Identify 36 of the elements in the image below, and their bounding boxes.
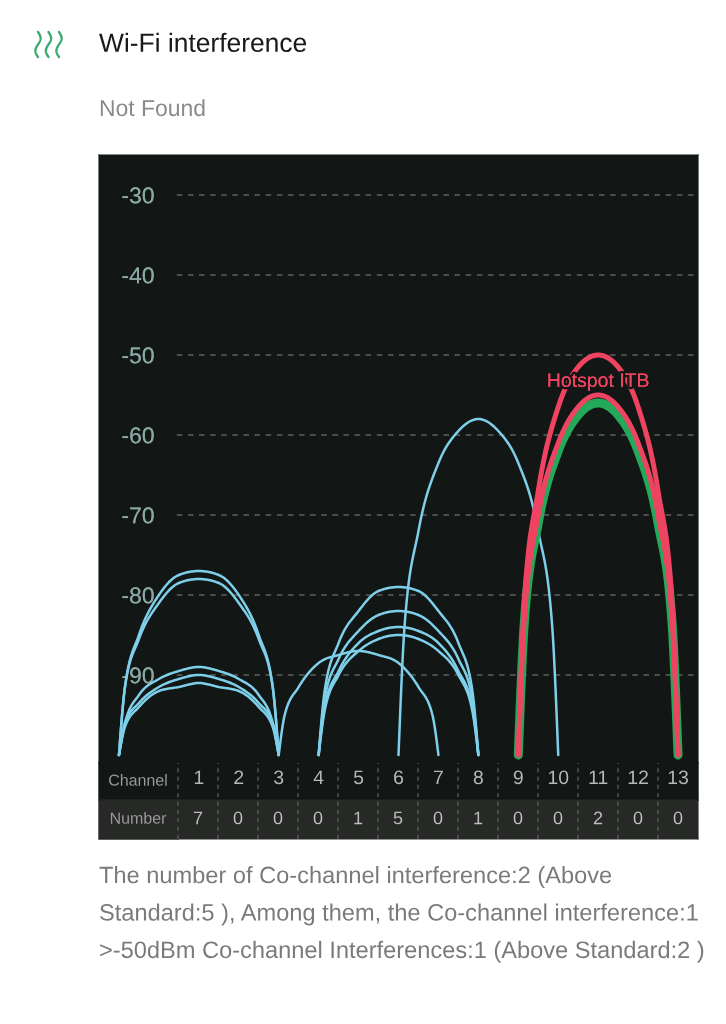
x-tick-label: 1 [194,770,204,785]
y-tick-label: -40 [122,267,154,284]
text: The number of Co-channel interference:2 (Above Standard:5 ), Among them, the Co-channel interference:1 >-50dBm Co-channel Interferences:1 (Above Standard:2 ) [99,866,704,963]
x-tick-label: 5 [353,770,364,785]
data-label: 0 [273,811,283,825]
data-label: 0 [233,811,243,825]
data-label: 0 [673,811,683,825]
data-label: 1 [474,811,483,825]
x-tick-label: 12 [628,770,648,785]
chart-subtitle: Not Found [100,99,205,117]
y-tick-label: -70 [122,507,154,524]
x-tick-label: 11 [589,770,608,785]
data-label: 5 [393,811,403,825]
data-label: 0 [633,811,643,825]
data-label: 0 [513,811,523,825]
x-tick-label: 8 [473,770,483,785]
y-tick-label: -60 [122,427,154,444]
y-tick-label: -30 [122,187,154,204]
chart-title: Wi-Fi interference [99,32,307,53]
x-tick-label: 10 [548,770,569,785]
x-axis-title: Channel [109,774,167,786]
data-label: 2 [593,811,603,825]
y-tick-label: -50 [122,347,154,364]
data-label: 7 [193,811,203,825]
x-tick-label: 6 [394,770,404,785]
x-tick-label: 4 [313,770,324,785]
text: Number [110,812,167,824]
x-tick-label: 13 [668,770,688,785]
data-label: 1 [354,811,363,825]
data-label: 0 [433,811,443,825]
x-tick-label: 9 [513,770,523,785]
x-tick-label: 3 [274,770,284,785]
data-label: 0 [313,811,323,825]
data-label: 0 [553,811,563,825]
x-tick-label: 7 [434,770,443,785]
x-tick-label: 2 [234,770,244,785]
